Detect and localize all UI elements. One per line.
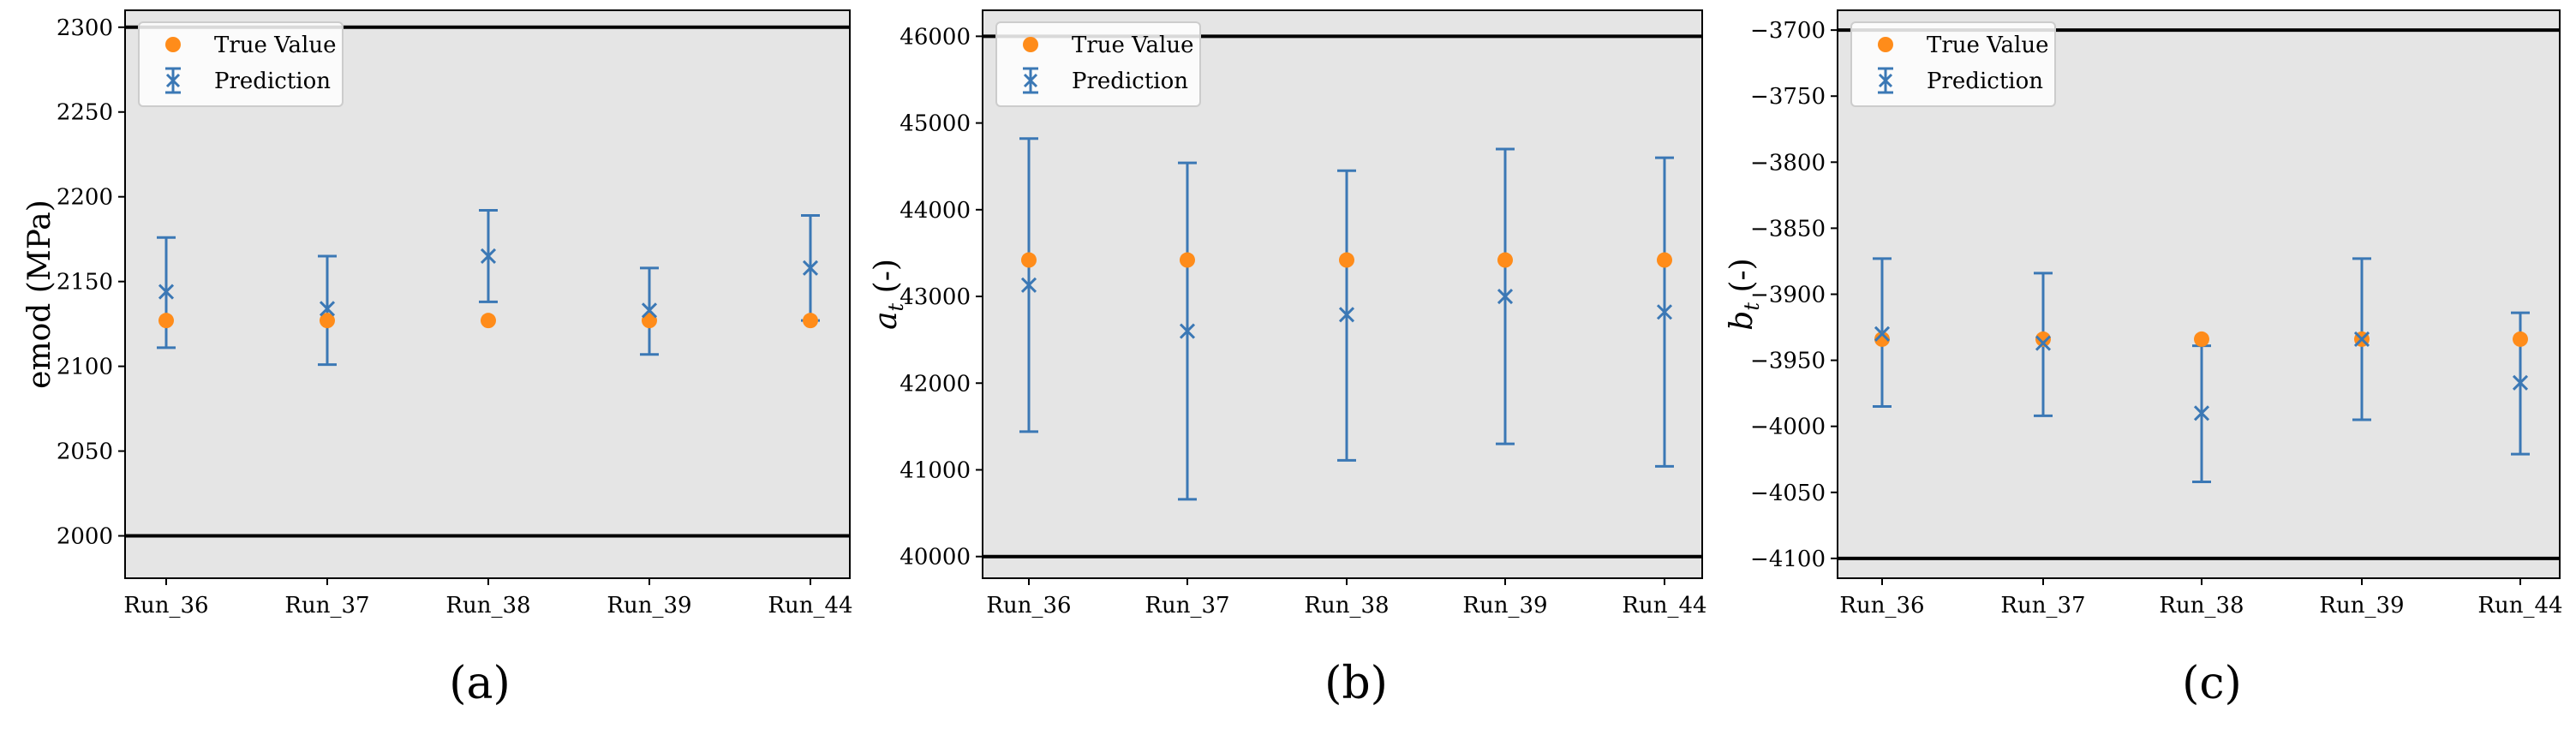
legend-c: True Value Prediction bbox=[1850, 21, 2056, 107]
x-tick-label: Run_37 bbox=[2000, 593, 2085, 618]
legend-prediction-label: Prediction bbox=[214, 69, 331, 94]
legend-b: True Value Prediction bbox=[995, 21, 1201, 107]
axes-frame-c bbox=[1837, 9, 2561, 579]
panel-label-c: (c) bbox=[2182, 658, 2242, 709]
x-tick-label: Run_37 bbox=[1145, 593, 1229, 618]
true-value-point bbox=[481, 313, 496, 329]
x-tick-label: Run_39 bbox=[1462, 593, 1547, 618]
legend-prediction-label: Prediction bbox=[1072, 69, 1188, 94]
y-tick-label: −4100 bbox=[1750, 547, 1826, 572]
y-tick-label: 2250 bbox=[57, 100, 113, 126]
x-tick-label: Run_39 bbox=[2319, 593, 2404, 618]
prediction-point bbox=[1874, 326, 1891, 342]
x-tick-label: Run_36 bbox=[1839, 593, 1924, 618]
y-axis-label-b: at (-) bbox=[869, 259, 908, 330]
y-tick-label: −3750 bbox=[1750, 84, 1826, 110]
prediction-point bbox=[641, 302, 658, 319]
prediction-point bbox=[1020, 277, 1037, 293]
y-tick-label: 44000 bbox=[900, 198, 971, 224]
prediction-point bbox=[2035, 335, 2052, 351]
prediction-point bbox=[1179, 323, 1196, 339]
true-value-point bbox=[1874, 331, 1890, 347]
true-value-point bbox=[642, 313, 657, 329]
y-tick-label: 2200 bbox=[57, 185, 113, 211]
true-value-point bbox=[1180, 252, 1195, 268]
axes-frame-b bbox=[982, 9, 1703, 579]
true-value-point bbox=[1657, 252, 1672, 268]
y-tick-label: −3850 bbox=[1750, 216, 1826, 242]
x-tick-label: Run_37 bbox=[284, 593, 369, 618]
legend-true-value-label: True Value bbox=[1072, 33, 1194, 58]
x-tick-label: Run_38 bbox=[445, 593, 530, 618]
legend-prediction-marker bbox=[1878, 73, 1893, 88]
true-value-point bbox=[2513, 331, 2528, 347]
y-axis-label-c: bt (-) bbox=[1724, 258, 1764, 330]
legend-true-value-marker bbox=[1023, 37, 1038, 52]
y-axis-label-a: emod (MPa) bbox=[22, 200, 57, 389]
prediction-point bbox=[319, 301, 336, 317]
y-tick-label: 2000 bbox=[57, 524, 113, 550]
true-value-point bbox=[158, 313, 174, 329]
x-tick-label: Run_36 bbox=[986, 593, 1071, 618]
x-tick-label: Run_44 bbox=[768, 593, 852, 618]
panel-a: 2000 2050 2100 2150 2200 2250 2300 Run_36 Run_3… bbox=[22, 9, 853, 709]
y-tick-label: −3800 bbox=[1750, 150, 1826, 176]
y-tick-label: −3900 bbox=[1750, 283, 1826, 308]
x-tick-label: Run_44 bbox=[1622, 593, 1706, 618]
y-tick-label: 2100 bbox=[57, 355, 113, 380]
legend-prediction-label: Prediction bbox=[1927, 69, 2043, 94]
axes-frame-a bbox=[124, 9, 851, 579]
y-tick-label: 41000 bbox=[900, 457, 971, 483]
legend-a: True Value Prediction bbox=[138, 21, 344, 107]
panel-label-b: (b) bbox=[1324, 658, 1388, 709]
legend-box bbox=[995, 21, 1201, 107]
y-tick-label: 2050 bbox=[57, 439, 113, 465]
y-tick-label: 42000 bbox=[900, 371, 971, 397]
y-tick-label: 40000 bbox=[900, 545, 971, 571]
true-value-point bbox=[1497, 252, 1513, 268]
legend-prediction-marker bbox=[165, 73, 181, 88]
y-tick-label: 2300 bbox=[57, 15, 113, 41]
prediction-point bbox=[158, 284, 175, 300]
legend-true-value-marker bbox=[1878, 37, 1893, 52]
legend-box bbox=[138, 21, 344, 107]
true-value-point bbox=[2194, 331, 2209, 347]
prediction-point bbox=[802, 260, 819, 276]
y-tick-label: 43000 bbox=[900, 284, 971, 310]
x-tick-label: Run_44 bbox=[2477, 593, 2562, 618]
legend-true-value-label: True Value bbox=[1927, 33, 2049, 58]
true-value-point bbox=[1339, 252, 1354, 268]
y-tick-label: −4050 bbox=[1750, 481, 1826, 506]
y-tick-label: −4000 bbox=[1750, 415, 1826, 440]
panel-label-a: (a) bbox=[449, 658, 511, 709]
prediction-point bbox=[2512, 374, 2529, 391]
true-value-point bbox=[320, 313, 335, 329]
legend-box bbox=[1850, 21, 2056, 107]
prediction-point bbox=[1497, 288, 1514, 305]
x-tick-label: Run_36 bbox=[123, 593, 208, 618]
x-tick-label: Run_38 bbox=[2159, 593, 2244, 618]
y-tick-label: 46000 bbox=[900, 24, 971, 50]
y-tick-label: −3700 bbox=[1750, 18, 1826, 44]
legend-prediction-marker bbox=[1023, 73, 1038, 88]
true-value-point bbox=[803, 313, 818, 329]
y-tick-label: −3950 bbox=[1750, 349, 1826, 374]
prediction-point bbox=[1338, 307, 1355, 323]
x-tick-label: Run_39 bbox=[607, 593, 691, 618]
legend-true-value-label: True Value bbox=[214, 33, 337, 58]
prediction-point bbox=[2353, 331, 2370, 347]
x-tick-label: Run_38 bbox=[1304, 593, 1389, 618]
true-value-point bbox=[2035, 331, 2051, 347]
y-tick-label: 2150 bbox=[57, 270, 113, 296]
prediction-point bbox=[2193, 405, 2210, 421]
legend-true-value-marker bbox=[165, 37, 181, 52]
prediction-point bbox=[480, 248, 497, 265]
y-tick-label: 45000 bbox=[900, 111, 971, 137]
prediction-point bbox=[1656, 304, 1673, 320]
panel-c: −4100 −4050 −4000 −3950 −3900 −3850 −3800 −3750… bbox=[1724, 9, 2563, 709]
true-value-point bbox=[1021, 252, 1037, 268]
panel-b: 40000 41000 42000 43000 44000 45000 46000 Run_… bbox=[869, 9, 1707, 709]
